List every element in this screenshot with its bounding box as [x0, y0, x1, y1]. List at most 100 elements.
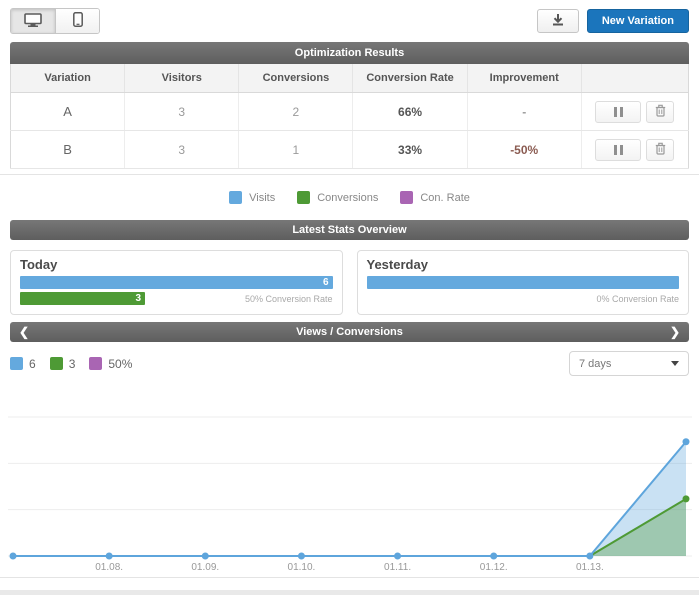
conversion-rate-text: 50% Conversion Rate — [244, 293, 333, 304]
variation-cell: A — [10, 92, 126, 131]
actions-cell — [581, 130, 689, 169]
visits-point — [394, 552, 402, 560]
latest-stats-section: Latest Stats Overview — [10, 220, 689, 240]
chart-legend: Visits Conversions Con. Rate — [0, 191, 699, 204]
col-visitors: Visitors — [124, 64, 240, 93]
visitors-cell: 3 — [124, 92, 240, 131]
summary-value: 50% — [108, 356, 133, 371]
col-variation: Variation — [10, 64, 126, 93]
desktop-view-button[interactable] — [11, 9, 55, 33]
visits-point — [297, 552, 305, 560]
pause-button[interactable] — [595, 100, 642, 123]
legend-item: Con. Rate — [400, 191, 470, 204]
legend-item: Visits — [229, 191, 275, 204]
conversions-line — [13, 498, 687, 557]
col-actions — [581, 64, 689, 93]
latest-stats-header: Latest Stats Overview — [10, 220, 689, 240]
x-axis-label: 01.09. — [191, 562, 219, 573]
divider — [0, 577, 699, 578]
divider — [0, 174, 699, 175]
visitors-cell: 3 — [124, 130, 240, 169]
col-conversions: Conversions — [238, 64, 354, 93]
legend-label: Visits — [249, 191, 276, 204]
legend-label: Conversions — [317, 191, 379, 204]
stats-card-title: Today — [20, 257, 58, 272]
date-range-select[interactable]: 7 days — [569, 351, 689, 376]
results-table-body: A 3 2 66% - B 3 1 33% -50% — [10, 92, 689, 169]
conversions-bar-value: 3 — [135, 293, 141, 304]
col-improvement: Improvement — [467, 64, 582, 93]
conversions-bar: 3 — [20, 292, 145, 305]
x-axis-label: 01.11. — [384, 562, 411, 573]
improvement-cell: - — [467, 92, 582, 131]
mobile-view-button[interactable] — [55, 9, 99, 33]
x-axis-label: 01.13. — [576, 562, 604, 573]
conversion-rate-cell: 33% — [352, 130, 468, 169]
optimization-results-header: Optimization Results — [10, 42, 689, 64]
date-range-value: 7 days — [579, 357, 612, 370]
summary-item: 50% — [89, 357, 132, 371]
views-conversions-title: Views / Conversions — [296, 326, 403, 338]
stats-card-today: Today 6 3 50% Conversion Rate — [10, 250, 343, 315]
optimization-results-panel: Optimization Results Variation Visitors … — [10, 42, 689, 169]
trash-icon — [655, 104, 666, 120]
legend-swatch — [297, 191, 311, 204]
chart-summary-row: 6 3 50% 7 days — [10, 351, 689, 376]
legend-swatch — [229, 191, 243, 204]
legend-item: Conversions — [297, 191, 378, 204]
visits-bar-value: 6 — [322, 277, 329, 288]
visits-point — [9, 552, 17, 560]
trash-icon — [655, 142, 666, 158]
legend-swatch — [400, 191, 414, 204]
chevron-down-icon — [671, 361, 679, 366]
chart-area: 01.08. 01.09. 01.10. 01.11. 01.12. 01.13. — [0, 395, 699, 580]
x-axis-label: 01.12. — [480, 562, 508, 573]
bottom-strip — [0, 590, 699, 595]
summary-value: 3 — [68, 356, 76, 371]
delete-button[interactable] — [646, 100, 675, 123]
results-table: Variation Visitors Conversions Conversio… — [10, 64, 689, 169]
visits-area — [13, 441, 686, 556]
visits-bar: 6 — [20, 276, 333, 289]
visits-point — [105, 552, 113, 560]
stats-cards: Today 6 3 50% Conversion Rate Yesterday 0% Co… — [10, 250, 689, 315]
conversions-cell: 2 — [238, 92, 354, 131]
table-row: A 3 2 66% - — [10, 92, 689, 131]
conversions-cell: 1 — [238, 130, 354, 169]
new-variation-button[interactable]: New Variation — [586, 9, 689, 33]
device-toggle-group — [10, 8, 100, 34]
visits-point — [682, 438, 690, 446]
delete-button[interactable] — [646, 138, 675, 161]
results-table-head: Variation Visitors Conversions Conversio… — [10, 64, 689, 93]
legend-label: Con. Rate — [420, 191, 470, 204]
summary-swatch — [10, 357, 23, 370]
visits-point — [586, 552, 594, 560]
pause-icon — [613, 144, 617, 155]
download-icon — [551, 13, 565, 29]
conversion-rate-cell: 66% — [352, 92, 468, 131]
visits-point — [201, 552, 209, 560]
pause-icon — [613, 106, 617, 117]
summary-item: 6 — [10, 357, 36, 371]
prev-arrow-icon[interactable]: ❮ — [19, 325, 30, 339]
next-arrow-icon[interactable]: ❯ — [669, 325, 680, 339]
conversions-area — [13, 498, 686, 556]
improvement-cell: -50% — [467, 130, 582, 169]
desktop-monitor-icon — [24, 12, 42, 30]
download-button[interactable] — [536, 9, 579, 33]
stats-card-row2: 3 50% Conversion Rate — [20, 292, 333, 305]
actions-cell — [581, 92, 689, 131]
toolbar: New Variation — [10, 8, 689, 34]
summary-item: 3 — [49, 356, 76, 371]
pause-button[interactable] — [595, 138, 642, 161]
visits-line — [13, 441, 687, 557]
stats-card-title: Yesterday — [366, 257, 428, 272]
views-conversions-section: ❮ Views / Conversions ❯ — [10, 322, 689, 342]
variation-cell: B — [10, 130, 126, 169]
visits-bar — [366, 276, 679, 289]
table-row: B 3 1 33% -50% — [10, 130, 689, 169]
summary-swatch — [49, 357, 63, 370]
chart-summary-values: 6 3 50% — [10, 357, 146, 371]
views-conversions-chart: 01.08. 01.09. 01.10. 01.11. 01.12. 01.13. — [8, 416, 692, 573]
summary-value: 6 — [29, 356, 36, 371]
